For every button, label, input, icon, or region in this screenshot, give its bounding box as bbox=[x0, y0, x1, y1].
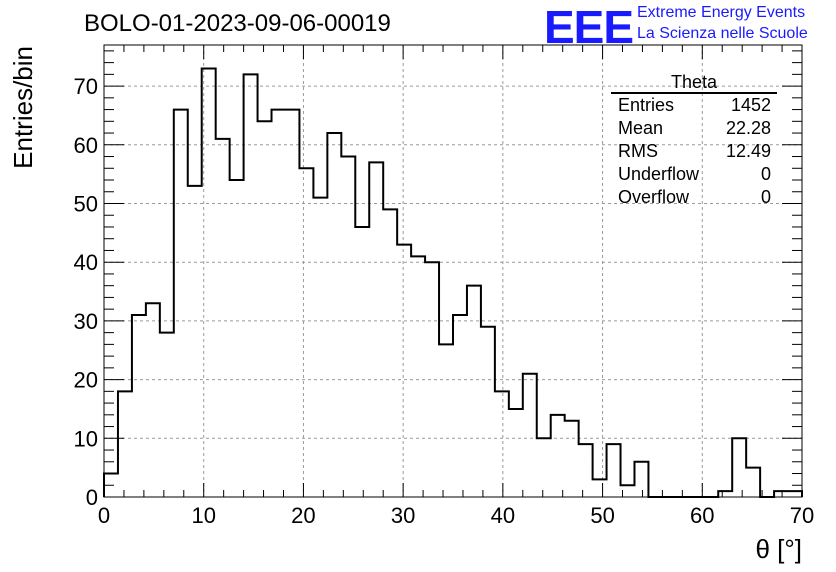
y-tick-label: 0 bbox=[86, 485, 98, 510]
histogram-bin bbox=[146, 303, 160, 497]
stat-row-rms: RMS 12.49 bbox=[611, 140, 777, 163]
histogram-bin bbox=[607, 444, 621, 497]
histogram-bin bbox=[439, 344, 453, 497]
y-tick-label: 60 bbox=[74, 133, 98, 158]
histogram-bin bbox=[244, 74, 258, 497]
histogram-bin bbox=[383, 209, 397, 497]
histogram-bin bbox=[411, 256, 425, 497]
histogram-bin bbox=[313, 198, 327, 497]
histogram-bin bbox=[746, 468, 760, 497]
stat-row-overflow: Overflow 0 bbox=[611, 186, 777, 209]
plot-frame bbox=[103, 44, 803, 498]
run-title: BOLO-01-2023-09-06-00019 bbox=[84, 10, 391, 37]
histogram-bin bbox=[579, 444, 593, 497]
stat-value: 22.28 bbox=[725, 118, 771, 138]
stats-title: Theta bbox=[611, 72, 777, 94]
histogram-bin bbox=[327, 133, 341, 497]
tick-labels: 0 10 20 30 40 50 60 70 0 10 20 30 40 50 60 70 bbox=[74, 74, 815, 528]
stat-value: 1452 bbox=[730, 95, 771, 115]
histogram-bin bbox=[174, 110, 188, 497]
histogram-bin bbox=[467, 286, 481, 497]
x-tick-label: 0 bbox=[98, 503, 110, 528]
histogram-bin bbox=[397, 245, 411, 497]
stat-value: 0 bbox=[760, 164, 771, 184]
histogram-bin bbox=[732, 438, 746, 497]
histogram-bin bbox=[634, 462, 648, 497]
histogram-bin bbox=[495, 391, 509, 497]
y-tick-label: 20 bbox=[74, 368, 98, 393]
histogram-bin bbox=[593, 479, 607, 497]
stat-label: Underflow bbox=[618, 164, 700, 184]
statistics-box: Theta Entries 1452 Mean 22.28 RMS 12.49 Und… bbox=[611, 72, 777, 209]
y-tick-label: 30 bbox=[74, 309, 98, 334]
histogram-bin bbox=[188, 186, 202, 497]
stat-row-underflow: Underflow 0 bbox=[611, 163, 777, 186]
histogram-bin bbox=[355, 227, 369, 497]
stat-value: 0 bbox=[760, 187, 771, 207]
x-tick-label: 50 bbox=[590, 503, 614, 528]
stat-label: RMS bbox=[618, 141, 658, 161]
eee-logo: EEE bbox=[544, 1, 634, 53]
histogram-bin bbox=[341, 157, 355, 497]
histogram-bin bbox=[132, 315, 146, 497]
stat-row-entries: Entries 1452 bbox=[611, 94, 777, 117]
histogram-bin bbox=[523, 374, 537, 497]
histogram-bin bbox=[272, 110, 286, 497]
stat-label: Mean bbox=[618, 118, 664, 138]
x-tick-label: 30 bbox=[391, 503, 415, 528]
histogram-bin bbox=[299, 168, 313, 497]
y-tick-label: 40 bbox=[74, 250, 98, 275]
x-tick-label: 70 bbox=[790, 503, 814, 528]
histogram-bin bbox=[509, 409, 523, 497]
stat-label: Overflow bbox=[618, 187, 690, 207]
histogram-bin bbox=[565, 421, 579, 497]
y-axis-label: Entries/bin bbox=[8, 46, 38, 169]
logo-subtitle-2: La Scienza nelle Scuole bbox=[637, 25, 808, 42]
histogram-bin bbox=[369, 162, 383, 497]
histogram-bin bbox=[453, 315, 467, 497]
x-tick-label: 40 bbox=[491, 503, 515, 528]
histogram-bin bbox=[202, 68, 216, 497]
axis-ticks bbox=[103, 45, 803, 498]
histogram-bin bbox=[481, 327, 495, 497]
x-tick-label: 10 bbox=[191, 503, 215, 528]
histogram-bin bbox=[258, 121, 272, 497]
histogram-bin bbox=[230, 180, 244, 497]
histogram-bin bbox=[285, 110, 299, 497]
x-tick-label: 60 bbox=[690, 503, 714, 528]
y-tick-label: 70 bbox=[74, 74, 98, 99]
stat-value: 12.49 bbox=[725, 141, 771, 161]
stat-label: Entries bbox=[618, 95, 675, 115]
y-tick-label: 50 bbox=[74, 191, 98, 216]
stat-row-mean: Mean 22.28 bbox=[611, 117, 777, 140]
histogram-bin bbox=[118, 391, 132, 497]
x-axis-label: θ [°] bbox=[755, 534, 802, 564]
histogram-bin bbox=[551, 415, 565, 497]
histogram-bin bbox=[537, 438, 551, 497]
histogram-bin bbox=[160, 333, 174, 497]
logo-subtitle-1: Extreme Energy Events bbox=[637, 4, 806, 21]
y-tick-label: 10 bbox=[74, 426, 98, 451]
histogram-bin bbox=[216, 139, 230, 497]
x-tick-label: 20 bbox=[291, 503, 315, 528]
